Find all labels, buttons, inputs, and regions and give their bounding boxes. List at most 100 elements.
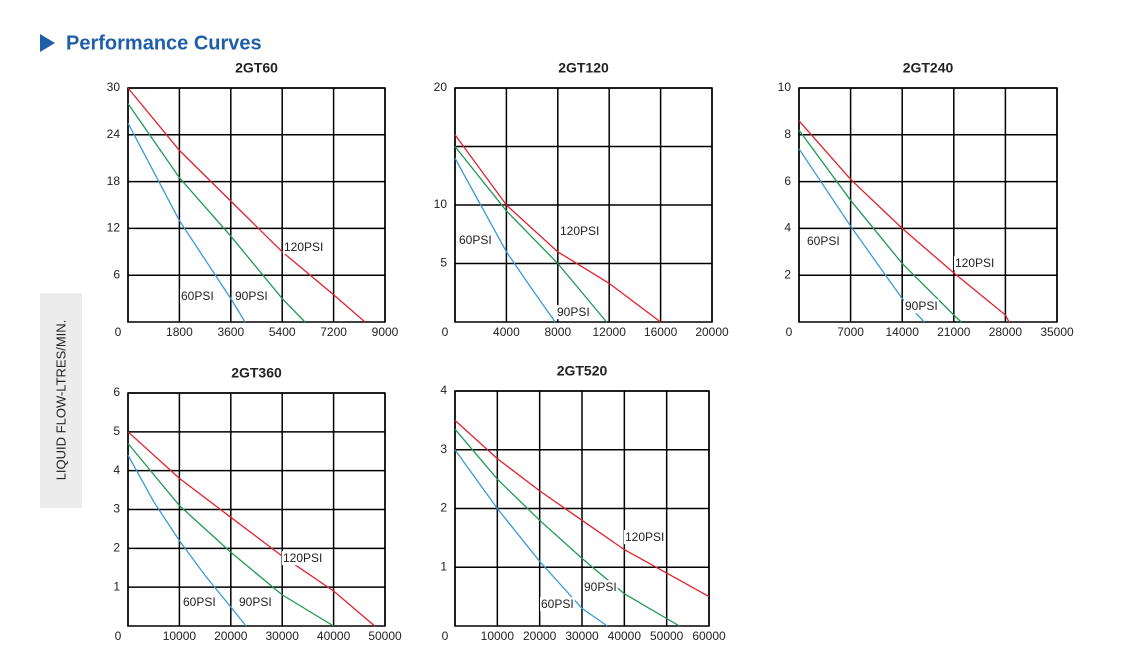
y-tick-label: 3	[113, 502, 120, 516]
curve	[127, 87, 366, 323]
curve-label: 90PSI	[584, 580, 617, 594]
x-tick-label: 0	[115, 629, 122, 643]
chart-title: 2GT60	[235, 60, 278, 76]
curve-label: 60PSI	[181, 289, 214, 303]
x-tick-label: 3600	[217, 325, 244, 339]
x-tick-label: 9000	[372, 325, 399, 339]
curve-label: 60PSI	[541, 597, 574, 611]
x-tick-label: 40000	[317, 629, 351, 643]
y-tick-label: 10	[434, 197, 448, 211]
chart-title: 2GT240	[903, 60, 954, 76]
curve	[127, 103, 306, 323]
curve-label: 120PSI	[283, 551, 322, 565]
y-tick-label: 1	[113, 579, 120, 593]
plot-frame	[798, 87, 1058, 323]
curve-label-bg	[559, 224, 601, 239]
x-tick-label: 20000	[214, 629, 248, 643]
y-label-box	[40, 293, 82, 508]
x-tick-label: 10000	[481, 629, 515, 643]
x-tick-label: 0	[115, 325, 122, 339]
curve	[454, 419, 710, 598]
y-tick-label: 2	[113, 541, 120, 555]
x-tick-label: 0	[442, 629, 449, 643]
curve	[454, 134, 661, 323]
curve	[454, 449, 608, 627]
y-tick-label: 24	[107, 127, 121, 141]
curve-label-bg	[540, 597, 575, 612]
y-tick-label: 6	[113, 385, 120, 399]
y-tick-label: 6	[784, 174, 791, 188]
y-tick-label: 1	[440, 559, 447, 573]
plot-frame	[127, 87, 386, 323]
x-tick-label: 4000	[493, 325, 520, 339]
y-tick-label: 8	[784, 127, 791, 141]
curve-label: 120PSI	[955, 256, 994, 270]
curve-label: 120PSI	[625, 530, 664, 544]
curve-label-bg	[458, 233, 493, 248]
curve	[798, 120, 1010, 323]
curve-label-bg	[954, 256, 996, 271]
curve-label: 60PSI	[183, 595, 216, 609]
curve-label: 60PSI	[459, 233, 492, 247]
x-tick-label: 5400	[269, 325, 296, 339]
curve-label: 90PSI	[905, 299, 938, 313]
curve-label: 90PSI	[557, 305, 590, 319]
curve	[127, 122, 246, 323]
curve-label-bg	[283, 240, 325, 255]
y-tick-label: 4	[440, 383, 447, 397]
curve-label-bg	[806, 234, 841, 249]
x-tick-label: 8000	[544, 325, 571, 339]
curve	[454, 157, 556, 323]
curve-label-bg	[624, 530, 666, 545]
y-axis-label: LIQUID FLOW-LTRES/MIN.	[53, 320, 68, 481]
curve-label-bg	[234, 289, 269, 304]
x-tick-label: 30000	[565, 629, 599, 643]
curve-label: 90PSI	[239, 595, 272, 609]
x-tick-label: 14000	[886, 325, 920, 339]
curve-label-bg	[904, 299, 939, 314]
x-tick-label: 7000	[837, 325, 864, 339]
x-tick-label: 28000	[989, 325, 1023, 339]
x-tick-label: 30000	[266, 629, 300, 643]
x-tick-label: 7200	[320, 325, 347, 339]
x-tick-label: 20000	[695, 325, 729, 339]
chart-title: 2GT120	[558, 60, 609, 76]
chart-title: 2GT360	[231, 365, 282, 381]
x-tick-label: 60000	[692, 629, 726, 643]
x-tick-label: 35000	[1040, 325, 1074, 339]
x-tick-label: 20000	[523, 629, 557, 643]
curve	[127, 443, 334, 627]
y-tick-label: 4	[784, 221, 791, 235]
y-tick-label: 30	[107, 80, 121, 94]
curve-label-bg	[180, 289, 215, 304]
curve-label-bg	[556, 305, 591, 320]
curve	[127, 431, 376, 627]
page-title: Performance Curves	[66, 32, 262, 54]
y-tick-label: 6	[113, 267, 120, 281]
x-tick-label: 16000	[644, 325, 678, 339]
curve-label-bg	[182, 595, 217, 610]
x-tick-label: 0	[442, 325, 449, 339]
curve-label-bg	[282, 551, 324, 566]
title-marker	[40, 34, 55, 52]
y-tick-label: 3	[440, 442, 447, 456]
x-tick-label: 0	[786, 325, 793, 339]
y-tick-label: 2	[440, 501, 447, 515]
x-tick-label: 21000	[937, 325, 971, 339]
curve	[127, 454, 247, 627]
curve-label: 120PSI	[284, 240, 323, 254]
curve-label-bg	[583, 580, 618, 595]
y-tick-label: 18	[107, 174, 121, 188]
y-tick-label: 20	[434, 80, 448, 94]
x-tick-label: 50000	[650, 629, 684, 643]
y-tick-label: 10	[778, 80, 792, 94]
y-tick-label: 12	[107, 221, 121, 235]
curve-label: 120PSI	[560, 224, 599, 238]
curve-label: 60PSI	[807, 234, 840, 248]
x-tick-label: 40000	[608, 629, 642, 643]
x-tick-label: 10000	[163, 629, 197, 643]
curve-label: 90PSI	[235, 289, 268, 303]
x-tick-label: 1800	[166, 325, 193, 339]
y-tick-label: 2	[784, 267, 791, 281]
